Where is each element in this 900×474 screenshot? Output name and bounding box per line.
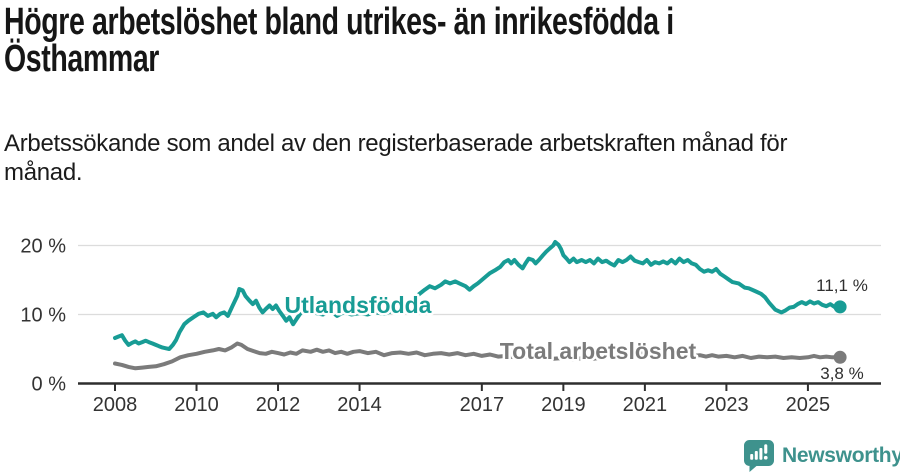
newsworthy-bubble-path [744,440,774,472]
title-line-2: Östhammar [4,38,160,80]
page-title: Högre arbetslöshet bland utrikes- än inr… [4,1,674,80]
newsworthy-logo-text: Newsworthy [782,443,900,467]
series-lines [113,240,843,371]
y-tick-label: 20 % [20,236,66,258]
x-tick-label: 2023 [704,394,749,416]
bar-chart-exclamation-glyph [750,444,768,460]
subtitle-line-2: månad. [4,158,83,186]
x-axis: 2008 2010 2012 2014 2017 2019 2021 2023 2025 [78,382,881,416]
x-tick-label: 2017 [460,394,505,416]
chart-subtitle: Arbetssökande som andel av den registerb… [4,130,787,187]
x-tick-label: 2014 [337,394,382,416]
y-axis-labels: 0 % 10 % 20 % [20,236,66,396]
series-end-dot [833,300,847,314]
end-value-label-total: 3,8 % [820,364,863,383]
y-tick-label: 10 % [20,305,66,327]
end-value-label-utlandsfodda: 11,1 % [816,276,868,295]
line-chart: 0 % 10 % 20 % 2008 2010 2012 2014 2017 2019 2021… [20,236,881,416]
x-tick-label: 2008 [93,394,138,416]
series-label-total: Total arbetslöshet [500,338,697,364]
subtitle-line-1: Arbetssökande som andel av den registerb… [4,130,788,157]
series-line [113,341,843,371]
series-line [113,240,843,351]
y-tick-label: 0 % [32,374,67,396]
x-tick-label: 2019 [541,394,586,416]
x-tick-label: 2010 [174,394,219,416]
newsworthy-logo: Newsworthy [743,438,900,473]
series-label-utlandsfodda: Utlandsfödda [285,292,432,318]
x-tick-label: 2012 [256,394,301,416]
newsworthy-logo-icon [744,440,774,472]
series-end-dot [833,350,847,364]
end-dots [833,300,847,364]
x-tick-label: 2025 [786,394,831,416]
title-line-1: Högre arbetslöshet bland utrikes- än inr… [4,1,674,43]
x-tick-label: 2021 [623,394,668,416]
